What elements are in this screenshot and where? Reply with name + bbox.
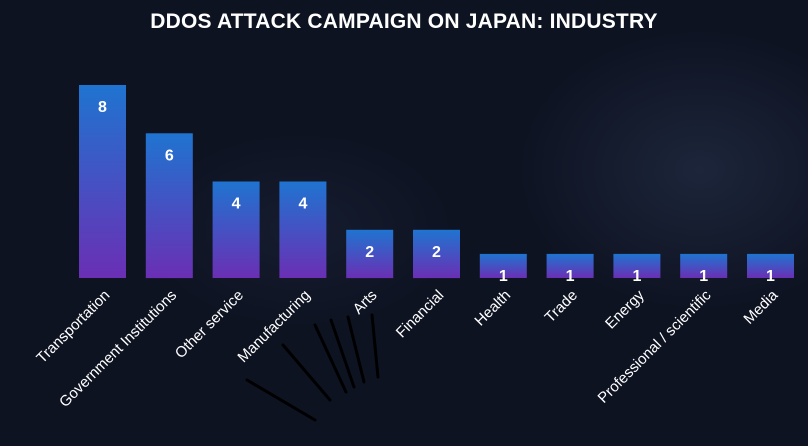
bar-arts: [346, 229, 394, 279]
bar-financial: [413, 229, 460, 279]
data-label-government-institutions: 6: [165, 147, 174, 164]
data-label-health: 1: [499, 268, 508, 285]
tick-label-health: Health: [471, 287, 514, 330]
data-label-financial: 2: [432, 244, 441, 261]
data-labels: 8 6 4 4 2 2 1 1 1 1 1: [98, 99, 775, 285]
bar-government-institutions: [145, 133, 193, 279]
bar-manufacturing: [279, 181, 327, 278]
tick-label-financial: Financial: [393, 287, 447, 341]
bar-health: [479, 253, 527, 278]
data-label-other-service: 4: [232, 196, 241, 213]
data-label-trade: 1: [566, 268, 575, 285]
tick-label-media: Media: [740, 286, 781, 327]
tick-label-government-institutions: Government Institutions: [56, 287, 180, 411]
tick-label-energy: Energy: [602, 286, 648, 332]
data-label-manufacturing: 4: [298, 196, 307, 213]
bar-trade: [546, 253, 594, 278]
bar-series: [79, 85, 794, 279]
bar-energy: [613, 253, 661, 278]
bar-transportation: [79, 85, 126, 278]
data-label-energy: 1: [632, 268, 641, 285]
bar-professional-scientific: [680, 253, 728, 278]
data-label-media: 1: [766, 268, 775, 285]
tick-label-arts: Arts: [350, 287, 381, 318]
scribble-marks: [245, 313, 380, 422]
bar-other-service: [212, 181, 260, 278]
data-label-transportation: 8: [98, 99, 107, 116]
chart-title: DDOS ATTACK CAMPAIGN ON JAPAN: INDUSTRY: [150, 10, 658, 33]
tick-label-other-service: Other service: [172, 287, 247, 362]
tick-label-professional-scientific: Professional / scientific: [595, 286, 715, 406]
bar-media: [747, 253, 794, 278]
data-label-arts: 2: [365, 244, 374, 261]
tick-label-trade: Trade: [542, 287, 581, 326]
data-label-professional-scientific: 1: [699, 268, 708, 285]
